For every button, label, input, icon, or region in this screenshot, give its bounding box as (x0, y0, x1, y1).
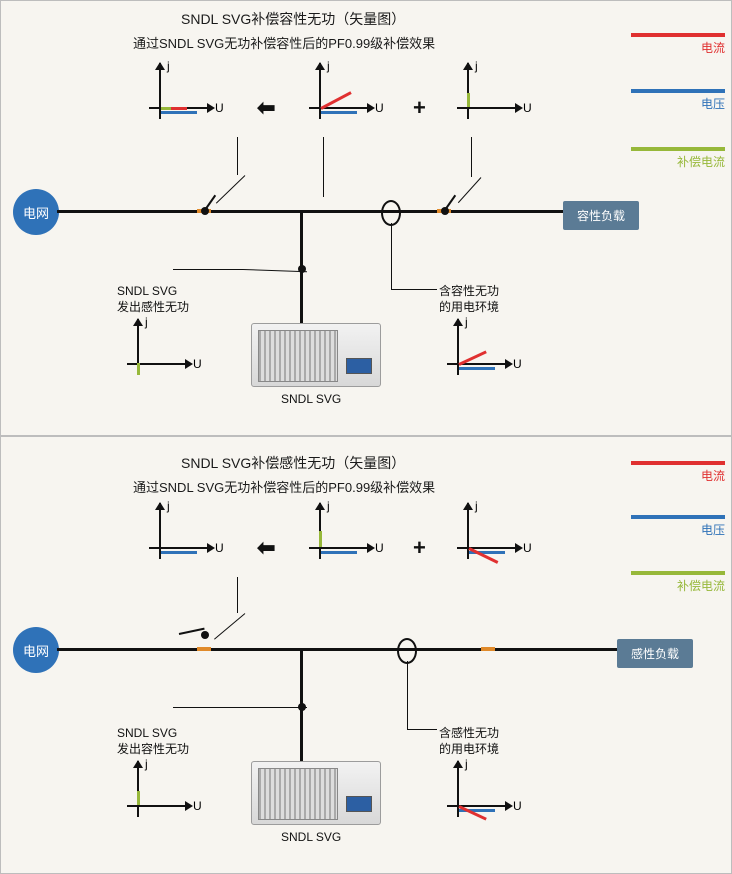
vplot-svg-out-2: j U (119, 761, 197, 831)
svg-device (251, 323, 381, 387)
bus-line-2 (57, 648, 617, 651)
grid-node: 电网 (13, 189, 59, 235)
drop-line (300, 211, 303, 323)
plus-icon-2: + (413, 535, 426, 561)
leader-svg-h-2 (173, 707, 243, 708)
panel1-title: SNDL SVG补偿容性无功（矢量图） (181, 9, 405, 29)
device-label: SNDL SVG (281, 391, 341, 407)
env-caption: 含容性无功 的用电环境 (439, 283, 499, 315)
legend-current-line-2 (631, 461, 725, 465)
leader-2v (323, 137, 324, 197)
leader-1v-2 (237, 577, 238, 613)
legend-current-line (631, 33, 725, 37)
vplot-svg: j U (449, 63, 527, 133)
arrow-equals-icon-2: ⬅ (257, 535, 275, 561)
device-label-2: SNDL SVG (281, 829, 341, 845)
legend-voltage-line (631, 89, 725, 93)
leader-env-v (391, 223, 392, 289)
bus-seg-2b (481, 647, 495, 651)
legend-comp-text-2: 补偿电流 (631, 577, 725, 594)
drop-line-2 (300, 649, 303, 761)
panel-capacitive: SNDL SVG补偿容性无功（矢量图） 通过SNDL SVG无功补偿容性后的PF… (0, 0, 732, 436)
panel2-subtitle: 通过SNDL SVG无功补偿容性后的PF0.99级补偿效果 (133, 477, 435, 496)
leader-1d-2 (214, 613, 245, 639)
legend-comp-line-2 (631, 571, 725, 575)
legend-current: 电流 (631, 33, 725, 56)
leader-1d (216, 175, 245, 204)
legend-voltage-line-2 (631, 515, 725, 519)
vplot-result: j U (141, 63, 219, 133)
svg-out-caption-2: SNDL SVG 发出容性无功 (117, 725, 189, 757)
grid-node-2: 电网 (13, 627, 59, 673)
legend-voltage-text-2: 电压 (631, 521, 725, 538)
panel1-subtitle: 通过SNDL SVG无功补偿容性后的PF0.99级补偿效果 (133, 33, 435, 52)
leader-svg-h (173, 269, 243, 270)
legend-voltage-2: 电压 (631, 515, 725, 538)
panel-inductive: SNDL SVG补偿感性无功（矢量图） 通过SNDL SVG无功补偿容性后的PF… (0, 436, 732, 874)
plus-icon: + (413, 95, 426, 121)
vplot-load: j U (301, 63, 379, 133)
load-node: 容性负载 (563, 201, 639, 230)
legend-comp-text: 补偿电流 (631, 153, 725, 170)
leader-env-h (391, 289, 437, 290)
vplot-svg-2: j U (449, 503, 527, 573)
legend-current-text: 电流 (631, 39, 725, 56)
bus-seg-1b (197, 647, 211, 651)
leader-3d (458, 177, 481, 203)
leader-svg-d-2 (243, 707, 307, 708)
bus-line (57, 210, 563, 213)
legend-comp-2: 补偿电流 (631, 571, 725, 594)
legend-current-text-2: 电流 (631, 467, 725, 484)
vplot-result-2: j U (141, 503, 219, 573)
vplot-load-2: j U (301, 503, 379, 573)
leader-1v (237, 137, 238, 175)
svg-out-caption: SNDL SVG 发出感性无功 (117, 283, 189, 315)
legend-voltage: 电压 (631, 89, 725, 112)
load-node-2: 感性负载 (617, 639, 693, 668)
vplot-env-2: j U (439, 761, 517, 831)
arrow-equals-icon: ⬅ (257, 95, 275, 121)
leader-env-v-2 (407, 661, 408, 729)
legend-voltage-text: 电压 (631, 95, 725, 112)
legend-comp: 补偿电流 (631, 147, 725, 170)
leader-3v (471, 137, 472, 177)
legend-comp-line (631, 147, 725, 151)
env-caption-2: 含感性无功 的用电环境 (439, 725, 499, 757)
legend-current-2: 电流 (631, 461, 725, 484)
tap-dot-1b (201, 631, 209, 639)
leader-env-h-2 (407, 729, 437, 730)
vplot-svg-out: j U (119, 319, 197, 389)
vplot-env: j U (439, 319, 517, 389)
panel2-title: SNDL SVG补偿感性无功（矢量图） (181, 453, 405, 473)
